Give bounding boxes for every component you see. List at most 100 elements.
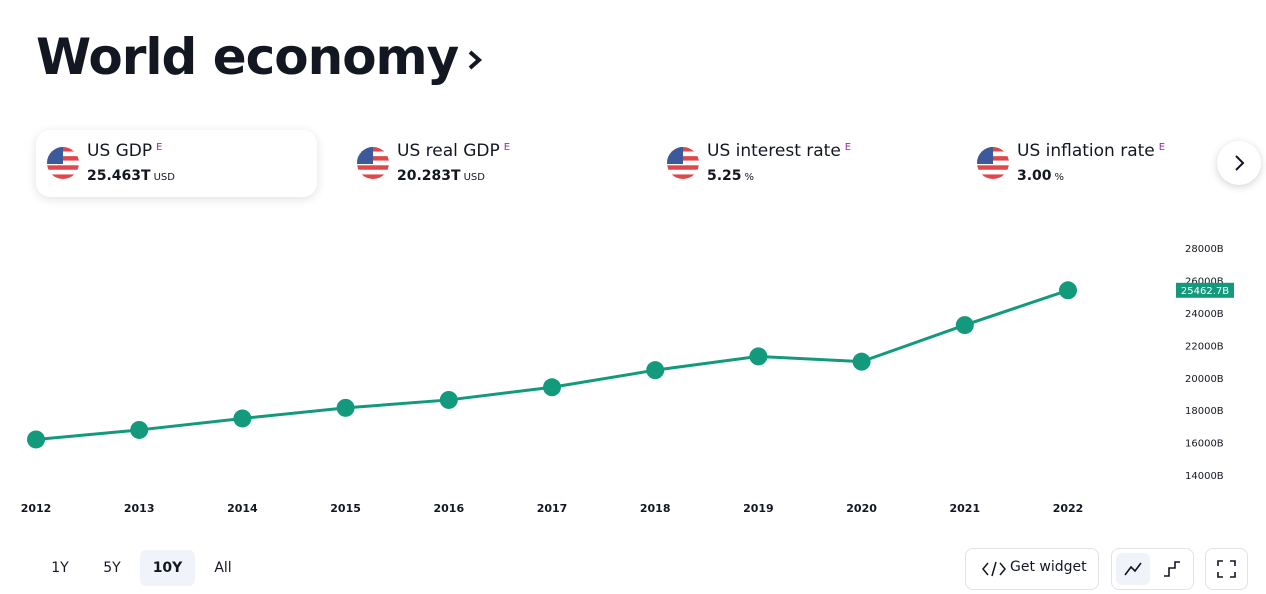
indicator-name-text: US GDP [87, 141, 153, 161]
y-tick-label: 20000B [1185, 374, 1224, 385]
flag-icon [357, 147, 389, 179]
x-tick-label: 2012 [21, 502, 52, 515]
data-point [852, 352, 871, 371]
step-style-button[interactable] [1156, 553, 1190, 585]
range-button[interactable]: All [214, 560, 232, 576]
data-point [439, 390, 458, 409]
fullscreen-button[interactable] [1205, 548, 1248, 590]
indicator-unit: % [744, 172, 755, 183]
step-icon [1164, 561, 1180, 577]
data-point [130, 420, 149, 439]
get-widget-label[interactable]: Get widget [1010, 559, 1087, 575]
x-tick-label: 2013 [124, 502, 155, 515]
get-widget-button[interactable]: Get widget [965, 548, 1099, 590]
data-point [646, 361, 665, 380]
y-tick-label: 22000B [1185, 341, 1224, 352]
flag-icon [47, 147, 79, 179]
indicator-value: 20.283T USD [397, 168, 485, 184]
flag-stripe [47, 174, 79, 179]
line-icon [1124, 562, 1142, 576]
indicator-badge: E [844, 142, 852, 153]
data-point [1059, 281, 1077, 300]
flag-body [667, 147, 699, 179]
title-chevron [468, 50, 483, 70]
x-tick-label: 2016 [433, 502, 464, 515]
code-icon [982, 561, 1006, 577]
data-point [336, 398, 355, 417]
flag-stripe [667, 165, 699, 170]
y-tick-label: 16000B [1185, 439, 1224, 450]
y-tick-label: 18000B [1185, 406, 1224, 417]
fullscreen-icon [1217, 560, 1236, 578]
indicator-unit: USD [153, 172, 175, 183]
x-tick-label: 2021 [949, 502, 980, 515]
x-tick-label: 2014 [227, 502, 258, 515]
x-tick-label: 2018 [640, 502, 671, 515]
flag-stripe [667, 169, 699, 175]
flag-icon [667, 147, 699, 179]
indicator-badge: E [503, 142, 511, 153]
y-tick-label: 26000B [1185, 277, 1224, 288]
indicator-card[interactable]: US real GDP E 20.283T USD [346, 130, 627, 197]
x-tick-label: 2020 [846, 502, 877, 515]
x-tick-label: 2019 [743, 502, 774, 515]
line-style-button[interactable] [1116, 553, 1150, 585]
data-point [543, 378, 561, 397]
indicator-name-text: US inflation rate [1017, 141, 1155, 161]
flag-stripe [357, 169, 389, 175]
chart-style-toggle [1111, 548, 1194, 590]
data-point [749, 347, 768, 366]
indicator-value: 5.25% [707, 168, 754, 184]
indicator-name: US GDP E [87, 141, 162, 161]
x-tick-label: 2015 [330, 502, 361, 515]
indicator-name: US inflation rate E [1017, 141, 1165, 161]
flag-stripe [977, 165, 1009, 170]
indicator-unit: USD [463, 172, 485, 183]
flag-stripe [47, 169, 79, 175]
data-point [27, 430, 45, 449]
next-button[interactable] [1217, 141, 1261, 185]
range-button[interactable]: 1Y [51, 560, 69, 576]
y-tick-label: 24000B [1185, 309, 1224, 320]
flag-stripe [977, 174, 1009, 179]
indicator-unit: % [1054, 172, 1065, 183]
indicator-value-text: 25.463T [87, 168, 151, 184]
flag-stripe [977, 169, 1009, 175]
indicator-value: 25.463T USD [87, 168, 175, 184]
y-tick-label: 14000B [1185, 471, 1224, 482]
value-label-bg [1176, 282, 1234, 298]
x-tick-label: 2022 [1053, 502, 1084, 515]
range-button[interactable]: 5Y [103, 560, 121, 576]
indicator-name-text: US real GDP [397, 141, 500, 161]
indicator-card[interactable]: US inflation rate E 3.00% [966, 130, 1247, 197]
value-label: 25462.7B [1181, 286, 1229, 297]
indicator-name: US interest rate E [707, 141, 851, 161]
indicator-value-text: 20.283T [397, 168, 461, 184]
indicator-name-text: US interest rate [707, 141, 841, 161]
data-line [35, 288, 1069, 441]
indicator-badge: E [156, 142, 163, 153]
indicator-card[interactable]: US interest rate E 5.25% [656, 130, 937, 197]
indicator-name: US real GDP E [397, 141, 510, 161]
range-button[interactable]: 10Y [140, 550, 195, 586]
indicator-badge: E [1158, 142, 1166, 153]
page-title[interactable]: World economy [36, 28, 486, 86]
data-point [955, 316, 974, 335]
flag-icon [977, 147, 1009, 179]
next-icon [1235, 155, 1245, 171]
x-tick-label: 2017 [537, 502, 568, 515]
title-text[interactable]: World economy [36, 28, 459, 86]
data-point [233, 409, 252, 428]
flag-stripe [357, 165, 389, 170]
flag-stripe [357, 174, 389, 179]
flag-stripe [667, 174, 699, 179]
indicator-value-text: 5.25 [707, 168, 742, 184]
y-tick-label: 28000B [1185, 244, 1224, 255]
indicator-value-text: 3.00 [1017, 168, 1052, 184]
indicator-value: 3.00% [1017, 168, 1064, 184]
flag-body [357, 147, 389, 179]
indicator-card[interactable]: US GDP E 25.463T USD [36, 130, 317, 197]
